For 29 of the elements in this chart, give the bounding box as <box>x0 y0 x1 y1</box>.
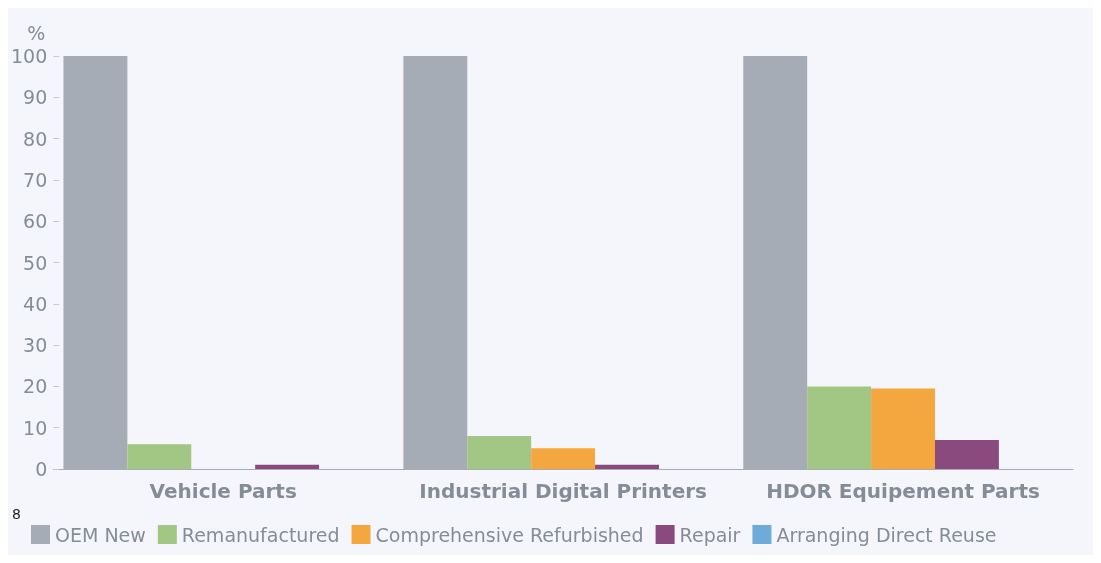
legend-label: Remanufactured <box>181 523 340 546</box>
x-tick-label: Industrial Digital Printers <box>419 479 708 503</box>
bar <box>595 464 659 469</box>
legend-label: Repair <box>679 523 741 546</box>
bar <box>807 386 872 469</box>
x-tick-label: Vehicle Parts <box>149 479 297 503</box>
y-tick-label: 70 <box>23 168 48 191</box>
y-tick-label: 40 <box>23 292 48 315</box>
y-tick-label: 20 <box>23 375 48 398</box>
bar <box>531 448 596 469</box>
y-tick-label: 0 <box>35 458 48 480</box>
y-tick-label: 80 <box>23 127 48 150</box>
y-tick-label: 90 <box>23 86 48 109</box>
bar <box>935 440 999 469</box>
y-tick-label: 100 <box>11 45 48 67</box>
bar <box>871 388 935 469</box>
legend-label: OEM New <box>55 523 146 546</box>
y-tick-label: 10 <box>23 416 48 439</box>
legend-label: Arranging Direct Reuse <box>776 523 997 546</box>
legend-label: Comprehensive Refurbished <box>375 523 644 546</box>
y-tick-label: 50 <box>23 251 48 274</box>
bar <box>255 464 320 469</box>
x-tick-label: HDOR Equipement Parts <box>766 479 1040 503</box>
bar <box>467 435 532 469</box>
y-axis-title: % <box>27 21 46 44</box>
y-tick-label: 60 <box>23 210 48 233</box>
y-tick-label: 30 <box>23 334 48 357</box>
text: 8 <box>12 506 21 522</box>
bar <box>127 444 192 469</box>
